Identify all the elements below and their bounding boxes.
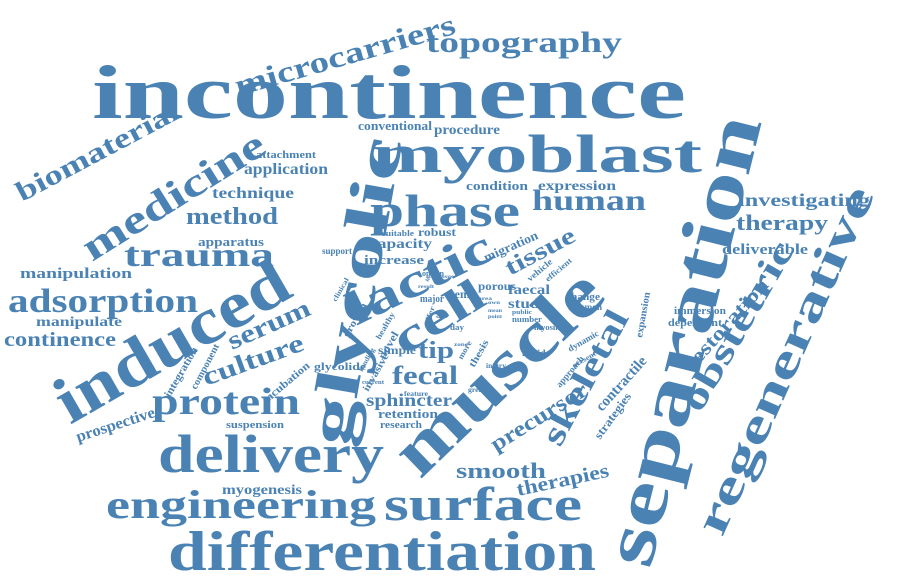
word-sphincter: sphincter xyxy=(366,390,452,410)
word-injury: injury xyxy=(486,362,507,370)
word-application: application xyxy=(244,161,328,178)
word-area: area xyxy=(478,297,493,302)
word-method: method xyxy=(186,204,279,230)
word-result: result xyxy=(418,285,434,290)
word-research: research xyxy=(380,420,422,431)
word-apparatus: apparatus xyxy=(198,234,264,249)
word-current: current xyxy=(362,380,384,386)
word-phase: phase xyxy=(370,185,520,236)
word-myogenesis: myogenesis xyxy=(222,483,303,498)
word-procedure: procedure xyxy=(434,123,500,138)
word-change: change xyxy=(566,291,600,303)
word-option: option xyxy=(422,269,445,278)
word-trauma: trauma xyxy=(124,237,274,274)
word-number: number xyxy=(512,315,542,324)
word-increase: increase xyxy=(364,252,424,267)
word-conventional: conventional xyxy=(358,118,432,133)
word-manipulate: manipulate xyxy=(36,315,122,330)
word-mean: mean xyxy=(488,309,502,314)
word-delivery: delivery xyxy=(158,424,384,484)
word-surface: surface xyxy=(384,478,582,531)
word-adsorption: adsorption xyxy=(8,283,198,320)
word-glycolide: glycolide xyxy=(314,361,366,373)
word-condition: condition xyxy=(466,178,529,193)
word-lactide: lactide xyxy=(522,348,550,358)
word-support: support xyxy=(322,246,352,256)
word-expression: expression xyxy=(538,179,616,194)
word-stem: stem xyxy=(446,287,470,301)
word-greater: greater xyxy=(468,386,492,394)
word-issue: issue xyxy=(440,275,455,280)
word-dependent: dependent xyxy=(668,317,722,329)
word-day: day xyxy=(450,323,464,332)
word-topography: topography xyxy=(426,26,622,59)
word-due: due xyxy=(436,315,449,320)
word-protein: protein xyxy=(152,381,300,423)
word-differentiation: differentiation xyxy=(168,521,596,579)
word-tip: tip xyxy=(418,338,454,364)
word-attachment: attachment xyxy=(256,149,316,161)
word-immersion: immersion xyxy=(674,305,726,317)
word-fecal: fecal xyxy=(392,361,458,390)
word-smooth: smooth xyxy=(456,458,546,483)
word-simple: simple xyxy=(378,343,417,357)
word-continence: continence xyxy=(4,329,116,351)
word-major: major xyxy=(420,294,445,305)
word-incontinence: incontinence xyxy=(92,51,686,135)
word-myoblast: myoblast xyxy=(372,124,702,184)
word-robust: robust xyxy=(418,225,456,239)
word-myosin: myosin xyxy=(534,323,561,332)
word-deliverable: deliverable xyxy=(722,242,808,258)
word-therapy: therapy xyxy=(736,210,828,235)
word-human: human xyxy=(532,184,646,217)
word-faecal: faecal xyxy=(508,283,550,298)
word-manipulation: manipulation xyxy=(20,266,133,282)
word-investigating: investigating xyxy=(738,190,870,210)
word-public: public xyxy=(512,310,532,316)
word-engineering: engineering xyxy=(106,482,376,527)
word-suitable: suitable xyxy=(382,229,415,238)
word-zone: zone xyxy=(454,343,469,348)
word-capacity: capacity xyxy=(370,237,432,252)
word-common: common xyxy=(568,302,602,312)
word-point: point xyxy=(488,315,502,320)
word-suspension: suspension xyxy=(226,419,284,431)
word-technique: technique xyxy=(212,185,294,202)
word-own: own xyxy=(488,301,500,306)
word-retention: retention xyxy=(378,406,439,421)
word-study: study xyxy=(508,297,548,312)
word-porous: porous xyxy=(478,279,516,293)
word-feature: feature xyxy=(404,390,428,398)
